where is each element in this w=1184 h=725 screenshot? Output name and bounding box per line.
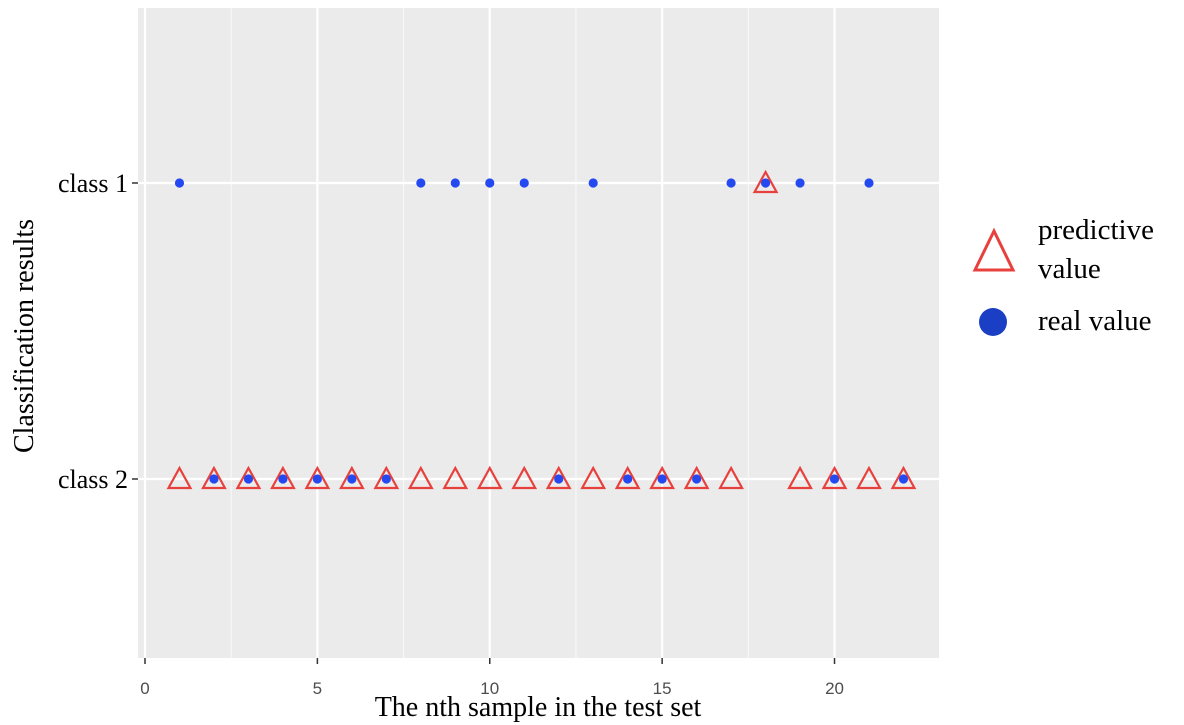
real-value-point — [313, 474, 322, 483]
x-tick-label: 5 — [313, 679, 322, 698]
x-tick-label: 20 — [825, 679, 844, 698]
real-value-point — [382, 474, 391, 483]
real-value-point — [451, 178, 460, 187]
real-value-point — [175, 178, 184, 187]
real-value-point — [692, 474, 701, 483]
legend-real-label: real value — [1038, 305, 1152, 337]
real-value-point — [761, 178, 770, 187]
real-value-point — [416, 178, 425, 187]
legend-predictive-label-line1: predictive — [1038, 214, 1154, 246]
real-value-point — [520, 178, 529, 187]
real-value-point — [554, 474, 563, 483]
y-axis-label: Classification results — [9, 219, 40, 453]
real-value-point — [830, 474, 839, 483]
legend-dot-icon — [979, 308, 1007, 336]
real-value-point — [795, 178, 804, 187]
real-value-point — [658, 474, 667, 483]
real-value-point — [589, 178, 598, 187]
real-value-point — [278, 474, 287, 483]
real-value-point — [485, 178, 494, 187]
legend: predictive value real value — [975, 214, 1154, 337]
real-value-point — [726, 178, 735, 187]
y-tick-label: class 1 — [58, 169, 128, 198]
legend-predictive-label-line2: value — [1038, 253, 1101, 285]
y-tick-label: class 2 — [58, 465, 128, 494]
real-value-point — [623, 474, 632, 483]
plot-panel — [138, 8, 939, 658]
legend-triangle-icon — [975, 231, 1013, 270]
real-value-point — [347, 474, 356, 483]
real-value-point — [209, 474, 218, 483]
real-value-point — [864, 178, 873, 187]
x-tick-label: 0 — [140, 679, 149, 698]
x-axis-label: The nth sample in the test set — [375, 692, 702, 723]
y-axis-ticks: class 1 class 2 — [58, 169, 138, 494]
real-value-point — [244, 474, 253, 483]
real-value-point — [899, 474, 908, 483]
